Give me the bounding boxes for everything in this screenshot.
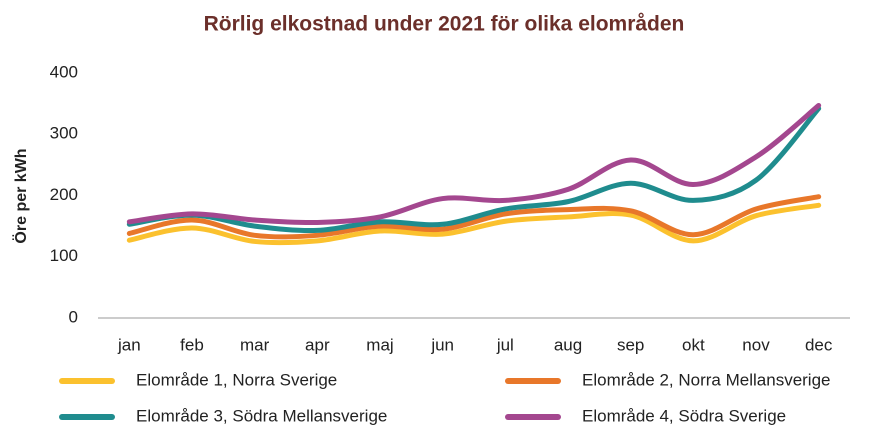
x-tick-label: jan	[117, 335, 141, 354]
x-tick-label: jul	[496, 335, 514, 354]
y-tick-label: 0	[69, 307, 78, 326]
legend-label: Elområde 2, Norra Mellansverige	[582, 370, 831, 389]
y-tick-label: 300	[50, 124, 78, 143]
legend-label: Elområde 1, Norra Sverige	[136, 370, 337, 389]
x-tick-label: okt	[682, 335, 705, 354]
y-tick-label: 100	[50, 246, 78, 265]
x-tick-label: aug	[554, 335, 582, 354]
series-line	[126, 106, 822, 234]
series-line	[126, 202, 822, 246]
chart-title: Rörlig elkostnad under 2021 för olika el…	[204, 13, 685, 36]
x-tick-label: nov	[742, 335, 770, 354]
x-tick-label: feb	[180, 335, 204, 354]
x-tick-label: sep	[617, 335, 644, 354]
series-line	[126, 102, 822, 226]
x-tick-label: maj	[366, 335, 393, 354]
y-tick-label: 400	[50, 62, 78, 81]
legend-label: Elområde 4, Södra Sverige	[582, 406, 786, 425]
legend-label: Elområde 3, Södra Mellansverige	[136, 406, 387, 425]
x-tick-label: jun	[430, 335, 454, 354]
y-tick-label: 200	[50, 185, 78, 204]
x-tick-label: mar	[240, 335, 270, 354]
x-tick-label: dec	[805, 335, 833, 354]
series-line	[126, 194, 822, 240]
y-axis-label: Öre per kWh	[11, 148, 30, 243]
x-tick-label: apr	[305, 335, 330, 354]
